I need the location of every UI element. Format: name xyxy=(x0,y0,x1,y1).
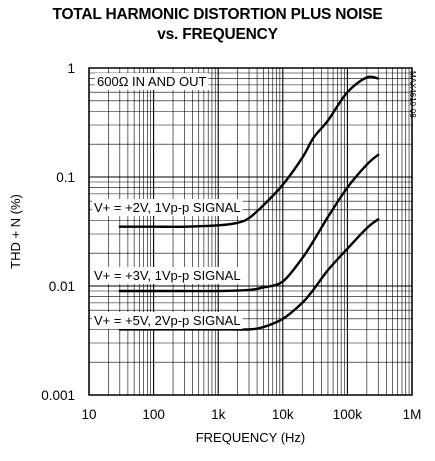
part-number: MAX4610-08 xyxy=(408,71,417,118)
y-tick-label: 0.01 xyxy=(49,279,75,294)
series-line-3v xyxy=(118,153,380,293)
condition-annotation: 600Ω IN AND OUT xyxy=(97,74,206,89)
x-tick-label: 1M xyxy=(403,407,422,422)
series-label-2v: V+ = +2V, 1Vp-p SIGNAL xyxy=(94,200,241,215)
label-background xyxy=(92,267,243,284)
plot-frame xyxy=(88,67,413,396)
y-tick-labels: 1 0.1 0.01 0.001 xyxy=(41,61,75,403)
series-line-5v xyxy=(118,218,380,331)
y-tick-label: 1 xyxy=(67,61,75,76)
y-axis-label: THD + N (%) xyxy=(8,194,23,269)
x-tick-labels: 10 100 1k 10k 100k 1M xyxy=(81,407,421,422)
x-axis-label: FREQUENCY (Hz) xyxy=(196,430,306,445)
label-background xyxy=(92,199,243,216)
label-background xyxy=(92,312,243,329)
label-backgrounds xyxy=(92,73,243,329)
series-label-3v: V+ = +3V, 1Vp-p SIGNAL xyxy=(94,268,241,283)
y-tick-label: 0.001 xyxy=(41,388,75,403)
x-tick-label: 10 xyxy=(81,407,96,422)
label-background xyxy=(95,73,209,90)
chart-title: TOTAL HARMONIC DISTORTION PLUS NOISE xyxy=(52,6,383,23)
y-tick-label: 0.1 xyxy=(56,170,75,185)
series-lines xyxy=(118,75,380,331)
chart-subtitle: vs. FREQUENCY xyxy=(157,26,278,43)
grid-minor xyxy=(89,68,412,395)
x-tick-label: 10k xyxy=(272,407,294,422)
series-line-2v xyxy=(118,75,380,228)
x-tick-label: 1k xyxy=(211,407,226,422)
x-tick-label: 100 xyxy=(142,407,165,422)
series-label-5v: V+ = +5V, 2Vp-p SIGNAL xyxy=(94,313,241,328)
x-tick-label: 100k xyxy=(333,407,363,422)
